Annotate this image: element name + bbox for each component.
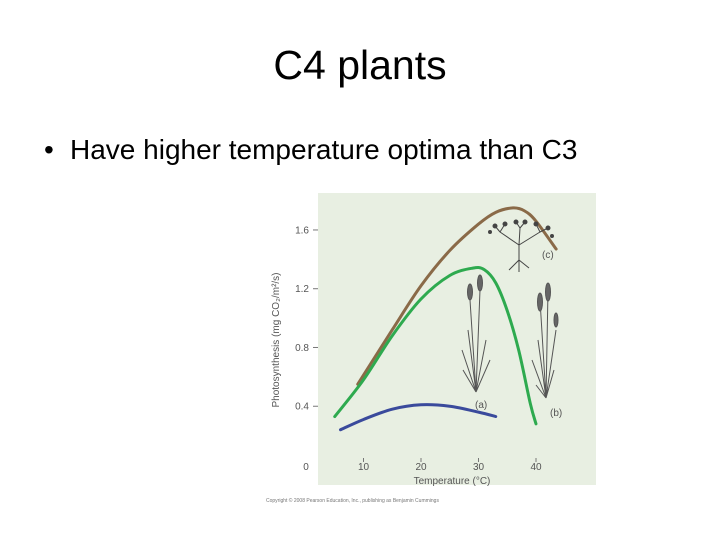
x-tick-label: 0 <box>303 462 309 473</box>
y-axis-ticks: 0.4 0.8 1.2 1.6 <box>295 225 318 413</box>
y-tick-label: 0.4 <box>295 402 309 413</box>
series-label-b: (b) <box>550 408 562 419</box>
y-axis-label: Photosynthesis (mg CO₂/m²/s) <box>271 272 282 407</box>
x-axis-ticks: 0 10 20 30 40 <box>303 458 542 473</box>
plant-illustrations <box>461 219 559 399</box>
series-layer <box>333 206 558 432</box>
x-tick-label: 10 <box>358 462 370 473</box>
series-line-c <box>356 206 558 386</box>
y-tick-label: 1.6 <box>295 225 309 236</box>
bullet-text: Have higher temperature optima than C3 <box>70 134 578 165</box>
series-line-b <box>333 266 538 426</box>
plant-c-illustration <box>488 219 554 272</box>
plant-b-illustration <box>531 282 559 399</box>
x-axis-label: Temperature (°C) <box>414 476 491 487</box>
slide-title: C4 plants <box>273 42 447 88</box>
y-tick-label: 0.8 <box>295 343 309 354</box>
x-tick-label: 40 <box>530 462 542 473</box>
plant-a-illustration <box>461 274 491 393</box>
y-tick-label: 1.2 <box>295 284 309 295</box>
x-tick-label: 30 <box>473 462 485 473</box>
bullet-dot: • <box>44 134 54 165</box>
bullet-item: • Have higher temperature optima than C3 <box>44 134 577 166</box>
copyright-notice: Copyright © 2008 Pearson Education, Inc.… <box>266 498 439 504</box>
x-tick-label: 20 <box>415 462 427 473</box>
series-label-a: (a) <box>475 400 487 411</box>
series-label-c: (c) <box>542 250 554 261</box>
series-line-a <box>339 403 498 432</box>
